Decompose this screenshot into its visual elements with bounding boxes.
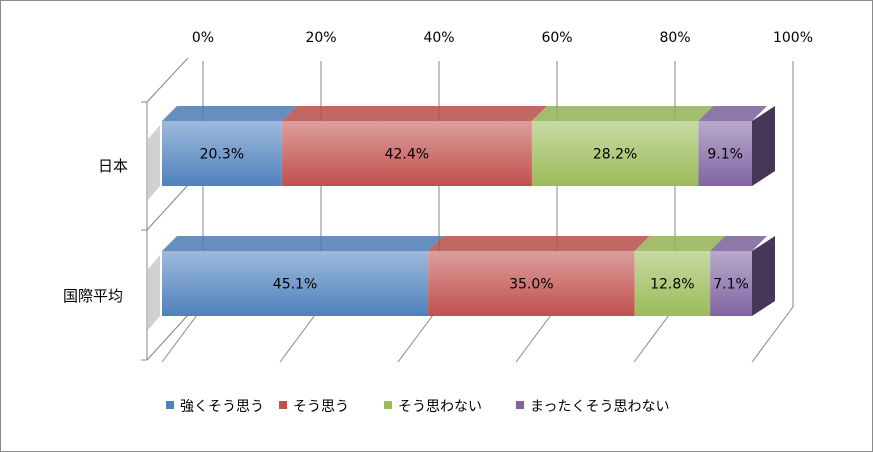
bar-top-face bbox=[162, 236, 444, 251]
data-label: 42.4% bbox=[385, 147, 429, 163]
category-axis-bottom bbox=[146, 314, 189, 361]
bar-top-face bbox=[162, 106, 297, 121]
legend-swatch bbox=[516, 401, 524, 409]
x-tick-label: 40% bbox=[423, 30, 454, 46]
gridline-floor bbox=[515, 306, 558, 363]
data-label: 20.3% bbox=[200, 147, 244, 163]
bar-segment bbox=[162, 251, 429, 316]
bar-shadow bbox=[148, 125, 160, 200]
x-tick-label: 20% bbox=[305, 30, 336, 46]
x-tick-label: 80% bbox=[659, 30, 690, 46]
bar-segment bbox=[162, 121, 282, 186]
bar-segment bbox=[698, 121, 752, 186]
bar-segment bbox=[634, 251, 711, 316]
bar-top-face bbox=[428, 236, 650, 251]
bar-segment bbox=[710, 251, 752, 316]
legend-label: まったくそう思わない bbox=[530, 399, 669, 415]
legend-swatch bbox=[279, 401, 287, 409]
bar-side-face bbox=[752, 236, 775, 316]
bar-segment bbox=[428, 251, 635, 316]
gridline-floor bbox=[279, 306, 322, 363]
legend-swatch bbox=[384, 401, 392, 409]
data-label: 35.0% bbox=[509, 277, 553, 293]
bar-top-face bbox=[710, 236, 767, 251]
bar-side-face bbox=[752, 106, 775, 186]
legend-label: そう思う bbox=[293, 399, 349, 415]
bar-shadow bbox=[148, 255, 160, 330]
bar-top-face bbox=[531, 106, 714, 121]
gridline-floor bbox=[161, 306, 204, 363]
x-tick-label: 100% bbox=[773, 30, 813, 46]
legend-label: そう思わない bbox=[398, 399, 482, 415]
gridline-floor bbox=[397, 306, 440, 363]
bar-segment bbox=[281, 121, 532, 186]
bar-top-face bbox=[698, 106, 767, 121]
bar-top-face bbox=[281, 106, 547, 121]
data-label: 12.8% bbox=[650, 277, 694, 293]
data-label: 7.1% bbox=[713, 277, 749, 293]
gridline-floor bbox=[633, 306, 676, 363]
category-label: 国際平均 bbox=[63, 287, 123, 305]
data-label: 28.2% bbox=[593, 147, 637, 163]
data-label: 9.1% bbox=[707, 147, 743, 163]
legend-label: 強くそう思う bbox=[180, 399, 264, 415]
x-tick-label: 60% bbox=[541, 30, 572, 46]
gridline-floor bbox=[751, 306, 794, 363]
bar-top-face bbox=[634, 236, 726, 251]
category-label: 日本 bbox=[98, 157, 128, 175]
category-axis-top bbox=[146, 57, 189, 103]
x-tick-label: 0% bbox=[192, 30, 214, 46]
category-axis-mid bbox=[146, 184, 189, 231]
bar-segment bbox=[531, 121, 699, 186]
data-label: 45.1% bbox=[273, 277, 317, 293]
legend-swatch bbox=[166, 401, 174, 409]
